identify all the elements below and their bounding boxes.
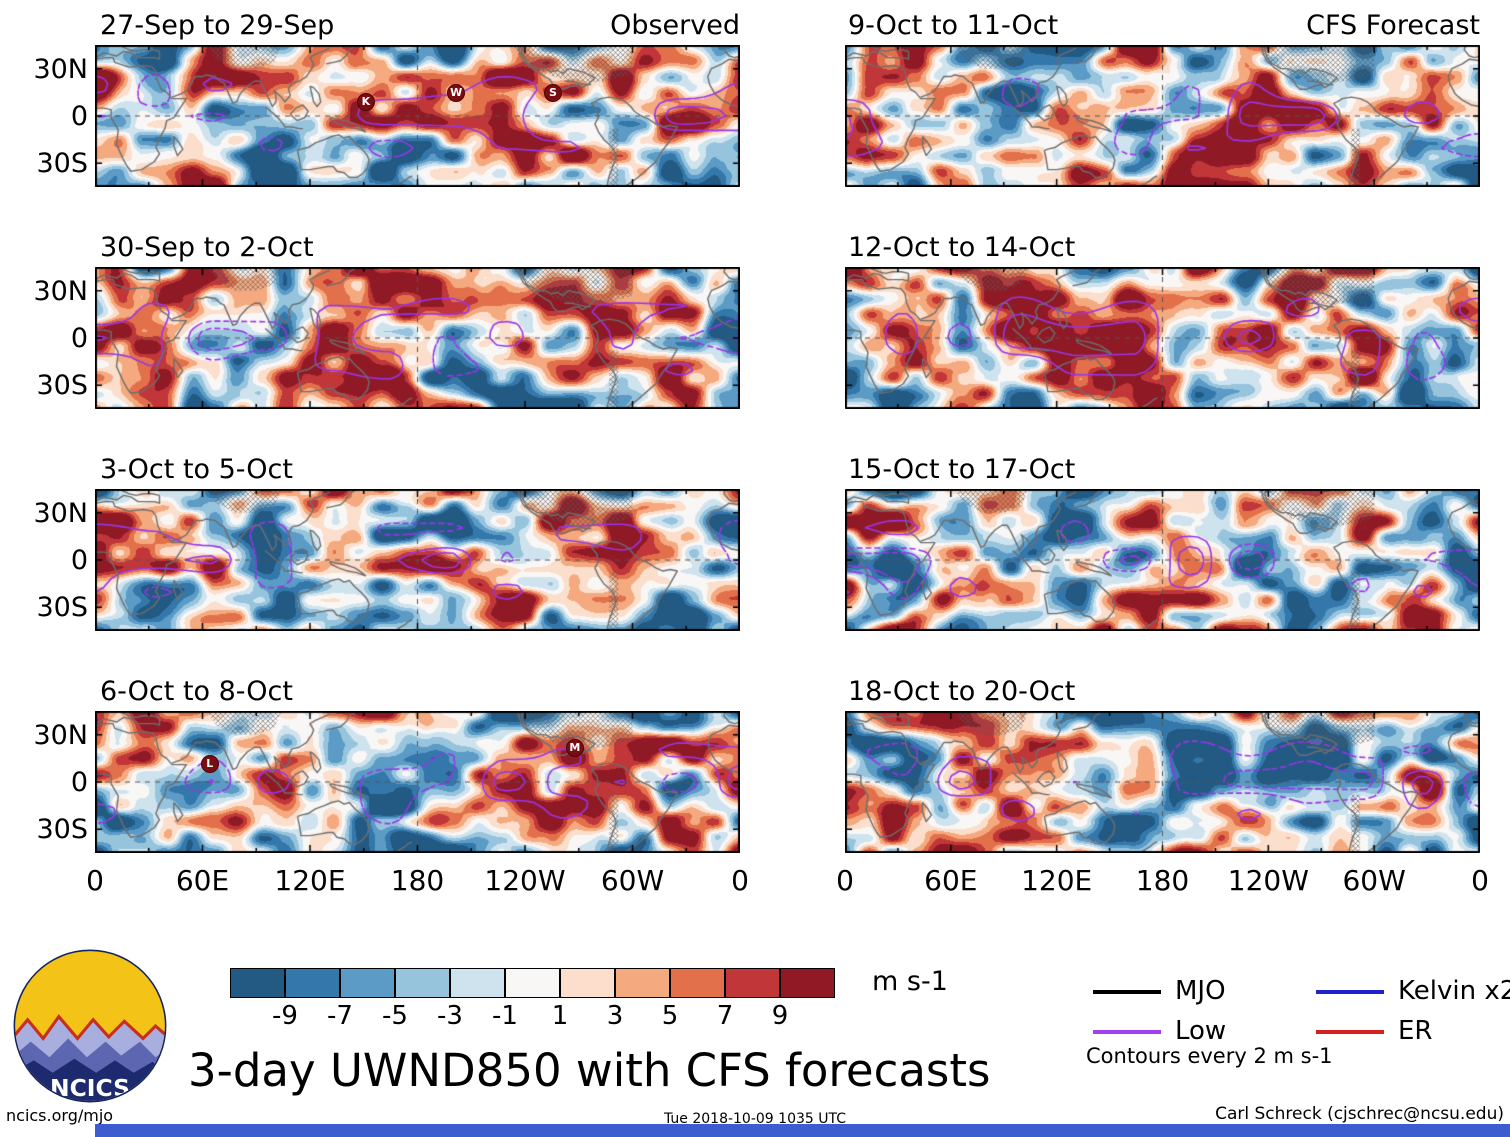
panel-title: 9-Oct to 11-Oct	[848, 10, 1059, 41]
y-axis-label: 0	[70, 545, 88, 576]
legend-label: ER	[1398, 1016, 1433, 1046]
colorbar-cell	[560, 968, 615, 998]
colorbar-cell	[780, 968, 835, 998]
colorbar-cell	[725, 968, 780, 998]
map-panel-7	[845, 711, 1480, 853]
colorbar-tick: 5	[661, 1001, 679, 1031]
logo-text: NCICS	[50, 1074, 130, 1102]
footer-author: Carl Schreck (cjschrec@ncsu.edu)	[1215, 1104, 1504, 1124]
y-axis-label: 30S	[36, 814, 89, 845]
column-header-observed: Observed	[610, 10, 740, 41]
map-canvas	[845, 267, 1480, 409]
storm-marker-S: S	[543, 84, 562, 103]
legend-note: Contours every 2 m s-1	[1086, 1044, 1333, 1068]
colorbar-cell	[505, 968, 560, 998]
colorbar-cell	[285, 968, 340, 998]
panel-title: 30-Sep to 2-Oct	[100, 232, 314, 263]
x-axis-label: 60E	[924, 864, 978, 897]
panel-title: 27-Sep to 29-Sep	[100, 10, 335, 41]
legend-line-kelvin-x2	[1316, 990, 1384, 994]
colorbar-tick: 7	[716, 1001, 734, 1031]
colorbar-tick: 3	[606, 1001, 624, 1031]
x-axis-label: 120E	[1021, 864, 1093, 897]
colorbar-cell	[670, 968, 725, 998]
colorbar-cell	[340, 968, 395, 998]
storm-marker-K: K	[356, 92, 375, 111]
map-canvas	[95, 267, 740, 409]
colorbar-cell	[615, 968, 670, 998]
map-canvas	[845, 489, 1480, 631]
y-axis-label: 30N	[33, 54, 88, 85]
legend-label: Low	[1175, 1016, 1227, 1046]
map-canvas	[845, 45, 1480, 187]
x-axis-label: 120E	[274, 864, 346, 897]
legend-label: MJO	[1175, 976, 1226, 1006]
y-axis-label: 30S	[36, 370, 89, 401]
colorbar-cell	[230, 968, 285, 998]
x-axis-label: 180	[390, 864, 445, 897]
panel-title: 18-Oct to 20-Oct	[848, 676, 1076, 707]
map-canvas	[95, 711, 740, 853]
colorbar-tick: -5	[382, 1001, 408, 1031]
x-axis-label: 120W	[1227, 864, 1309, 897]
x-axis-label: 60W	[600, 864, 665, 897]
y-axis-label: 30N	[33, 276, 88, 307]
y-axis-label: 30N	[33, 720, 88, 751]
x-axis-label: 0	[86, 864, 104, 897]
x-axis-label: 180	[1135, 864, 1190, 897]
colorbar-units: m s-1	[872, 966, 948, 997]
panel-title: 3-Oct to 5-Oct	[100, 454, 293, 485]
y-axis-label: 30S	[36, 592, 89, 623]
colorbar-tick: -3	[437, 1001, 463, 1031]
bottom-bar	[95, 1124, 1510, 1137]
panel-title: 15-Oct to 17-Oct	[848, 454, 1076, 485]
x-axis-label: 120W	[484, 864, 566, 897]
x-axis-label: 0	[836, 864, 854, 897]
storm-marker-L: L	[200, 754, 219, 773]
colorbar-cell	[450, 968, 505, 998]
x-axis-label: 60E	[175, 864, 230, 897]
ncics-logo: NCICS	[13, 949, 167, 1103]
map-panel-2	[95, 489, 740, 631]
legend-line-er	[1316, 1030, 1384, 1034]
storm-marker-M: M	[565, 738, 584, 757]
footer-url: ncics.org/mjo	[6, 1106, 114, 1125]
y-axis-label: 0	[70, 101, 88, 132]
colorbar-cell	[395, 968, 450, 998]
colorbar-tick: 9	[771, 1001, 789, 1031]
legend-label: Kelvin x2	[1398, 976, 1510, 1006]
logo-ridge-line	[15, 1014, 165, 1042]
colorbar-tick: -7	[327, 1001, 353, 1031]
map-canvas	[95, 489, 740, 631]
panel-title: 12-Oct to 14-Oct	[848, 232, 1076, 263]
map-canvas	[845, 711, 1480, 853]
y-axis-label: 30S	[36, 148, 89, 179]
colorbar-tick: -1	[492, 1001, 518, 1031]
panel-title: 6-Oct to 8-Oct	[100, 676, 293, 707]
y-axis-label: 0	[70, 767, 88, 798]
colorbar-tick: -9	[272, 1001, 298, 1031]
y-axis-label: 0	[70, 323, 88, 354]
column-header-forecast: CFS Forecast	[1306, 10, 1480, 41]
x-axis-label: 0	[731, 864, 749, 897]
storm-marker-W: W	[447, 84, 466, 103]
map-panel-6	[845, 489, 1480, 631]
y-axis-label: 30N	[33, 498, 88, 529]
map-panel-1	[95, 267, 740, 409]
legend-line-low	[1093, 1030, 1161, 1034]
map-panel-5	[845, 267, 1480, 409]
x-axis-label: 60W	[1342, 864, 1406, 897]
map-panel-4	[845, 45, 1480, 187]
x-axis-label: 0	[1471, 864, 1489, 897]
legend-line-mjo	[1093, 990, 1161, 994]
colorbar-tick: 1	[551, 1001, 569, 1031]
figure-title: 3-day UWND850 with CFS forecasts	[188, 1044, 991, 1097]
footer-timestamp: Tue 2018-10-09 1035 UTC	[663, 1111, 846, 1127]
map-canvas	[95, 45, 740, 187]
